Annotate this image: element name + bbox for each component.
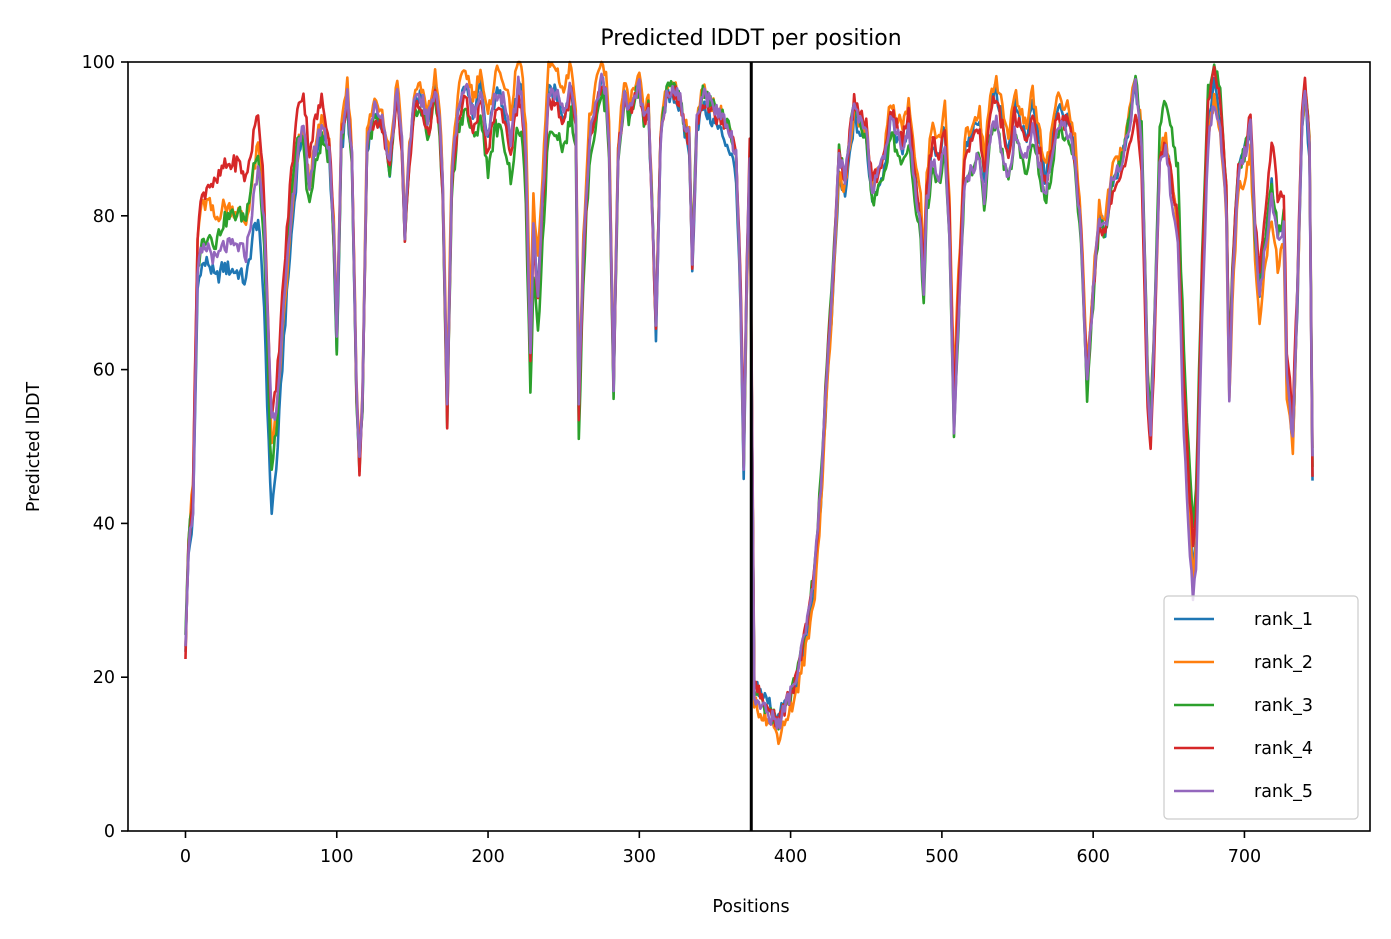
legend-label: rank_4 — [1254, 739, 1313, 759]
legend-item-rank_5: rank_5 — [1174, 782, 1313, 802]
legend-label: rank_5 — [1254, 782, 1313, 802]
legend-item-rank_3: rank_3 — [1174, 696, 1313, 716]
series-line-rank_5 — [184, 72, 1314, 730]
y-axis-label: Predicted lDDT — [24, 382, 44, 513]
legend-box — [1163, 595, 1359, 820]
x-tick-label: 400 — [774, 847, 807, 867]
legend-item-rank_4: rank_4 — [1174, 739, 1313, 759]
x-tick-label: 100 — [320, 847, 353, 867]
x-axis-label: Positions — [712, 897, 789, 917]
legend-label: rank_1 — [1254, 610, 1313, 630]
x-tick-label: 600 — [1076, 847, 1109, 867]
y-tick-label: 40 — [93, 514, 115, 534]
plot-frame — [127, 61, 1371, 832]
y-tick-label: 80 — [93, 207, 115, 227]
legend-label: rank_2 — [1254, 653, 1313, 673]
y-axis-ticks: 0 20 40 60 80 100 — [82, 53, 128, 842]
y-tick-label: 100 — [82, 53, 115, 73]
legend-item-rank_2: rank_2 — [1174, 653, 1313, 673]
y-tick-label: 60 — [93, 361, 115, 381]
x-tick-label: 200 — [471, 847, 504, 867]
x-tick-label: 0 — [180, 847, 191, 867]
legend-item-rank_1: rank_1 — [1174, 610, 1313, 630]
x-axis-ticks: 0 100 200 300 400 500 600 700 — [180, 831, 1261, 867]
y-tick-label: 20 — [93, 668, 115, 688]
series-lines — [184, 60, 1314, 746]
legend: rank_1 rank_2 rank_3 rank_4 rank_5 — [1163, 595, 1359, 820]
x-tick-label: 700 — [1228, 847, 1261, 867]
legend-label: rank_3 — [1254, 696, 1313, 716]
x-tick-label: 500 — [925, 847, 958, 867]
chart-title: Predicted lDDT per position — [600, 26, 901, 51]
x-tick-label: 300 — [623, 847, 656, 867]
y-tick-label: 0 — [104, 822, 115, 842]
legend-items: rank_1 rank_2 rank_3 rank_4 rank_5 — [1174, 610, 1313, 802]
